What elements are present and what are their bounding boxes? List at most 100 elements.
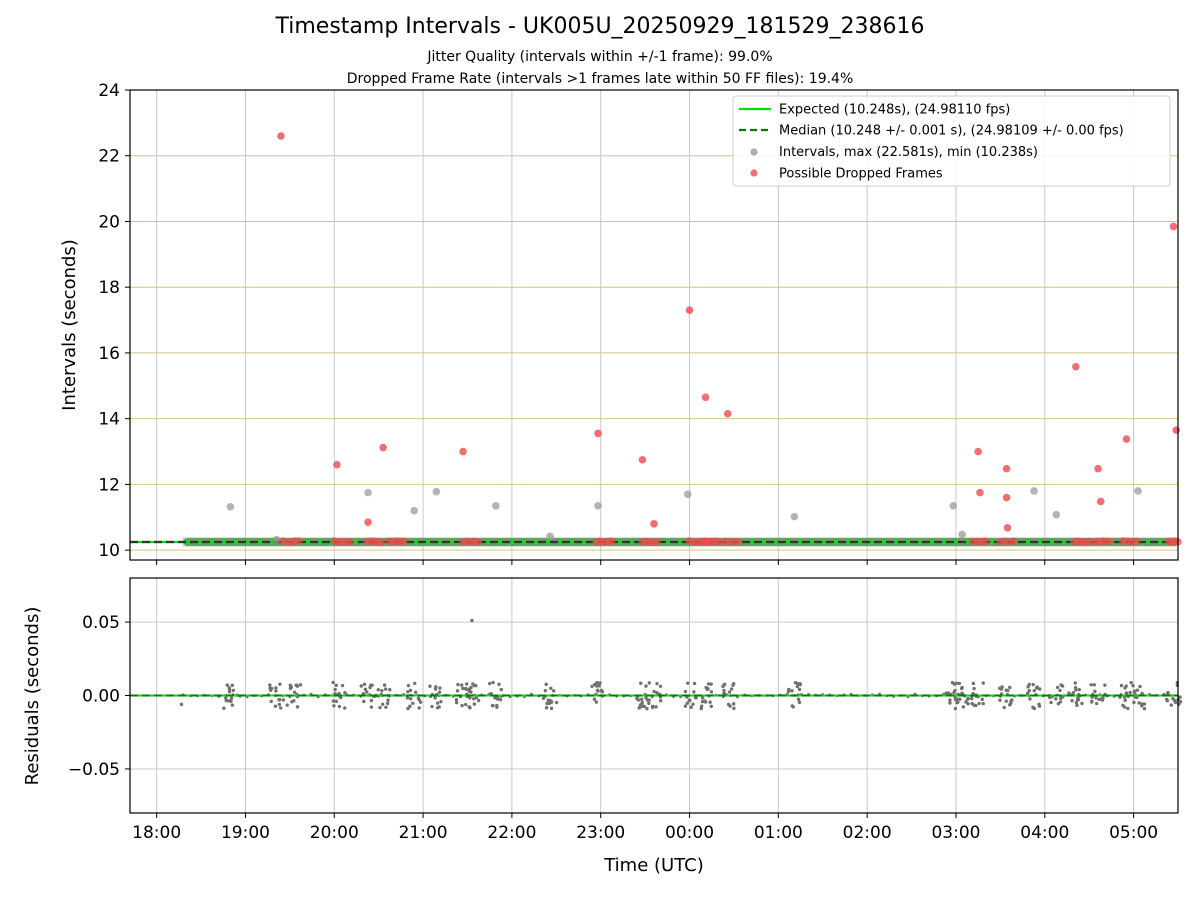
residual-point: [417, 706, 421, 710]
residual-point: [369, 705, 374, 709]
residual-point: [722, 691, 726, 695]
residual-point: [1027, 682, 1031, 687]
residual-point: [337, 704, 342, 709]
residual-point: [1004, 699, 1008, 703]
residual-point: [592, 697, 597, 701]
residual-point: [1002, 705, 1006, 710]
x-tick-label: 05:00: [1109, 823, 1158, 843]
x-tick-label: 23:00: [576, 823, 625, 843]
residual-point: [229, 696, 234, 700]
residual-point: [692, 690, 696, 694]
legend-box: [732, 95, 1171, 187]
residual-point: [456, 682, 460, 687]
residual-point: [787, 687, 791, 692]
dropped-frame-point: [974, 447, 982, 456]
top-ytick-label: 22: [98, 147, 120, 167]
residual-point: [650, 704, 655, 709]
residual-point: [495, 705, 499, 709]
residual-point: [359, 684, 363, 688]
residual-point: [1178, 695, 1182, 699]
residual-point: [331, 699, 336, 703]
top-plot-frame: [129, 89, 1179, 561]
x-tick-label: 22:00: [487, 823, 536, 843]
residual-point: [689, 705, 693, 709]
residual-point: [1027, 689, 1031, 693]
residual-point: [1128, 690, 1132, 695]
residual-point: [1126, 706, 1130, 711]
residual-point: [703, 700, 708, 704]
residual-point: [273, 704, 278, 708]
interval-point: [226, 502, 235, 511]
residual-point: [1025, 691, 1030, 695]
residual-point: [474, 696, 479, 700]
residual-point: [981, 701, 985, 706]
residual-point: [1049, 700, 1053, 705]
residual-point: [598, 681, 602, 685]
residual-point: [1135, 695, 1139, 700]
residual-point: [655, 681, 659, 686]
residual-point: [469, 685, 473, 690]
residual-point: [980, 697, 984, 702]
interval-point: [410, 506, 419, 515]
residual-point: [1142, 702, 1147, 706]
chart-title: Timestamp Intervals - UK005U_20250929_18…: [275, 14, 925, 39]
residual-point: [639, 681, 643, 685]
residual-point: [1008, 685, 1012, 690]
residual-point: [1131, 684, 1135, 688]
x-tick-label: 01:00: [754, 823, 803, 843]
residual-point: [499, 687, 503, 692]
bottom-ytick-label: 0.00: [82, 687, 120, 707]
residual-point: [597, 684, 601, 688]
residual-point: [298, 683, 303, 687]
residual-point: [1140, 704, 1144, 708]
residual-point: [652, 689, 656, 694]
residual-point: [433, 696, 437, 700]
residual-point: [955, 700, 959, 705]
residual-point: [1034, 686, 1039, 690]
residual-point: [795, 684, 800, 689]
residual-point: [278, 697, 282, 702]
residual-point: [1173, 698, 1177, 703]
residual-point: [428, 684, 432, 688]
residual-point: [1137, 701, 1141, 705]
dropped-frame-point: [459, 447, 467, 456]
residual-point: [406, 706, 410, 711]
residual-point: [343, 690, 347, 695]
residual-point: [460, 703, 464, 708]
residual-point: [230, 703, 235, 707]
residual-point: [1103, 683, 1107, 687]
dropped-frame-point: [638, 455, 647, 464]
residual-point: [1071, 691, 1076, 695]
residual-point: [732, 702, 736, 706]
residual-point: [334, 683, 338, 688]
residual-point: [1094, 696, 1098, 700]
residual-point: [1073, 685, 1078, 690]
dropped-frame-point: [1096, 497, 1105, 506]
residual-point: [435, 701, 440, 705]
residual-point: [1058, 688, 1062, 693]
residual-point: [274, 689, 278, 693]
residual-point: [438, 686, 442, 690]
residual-point: [225, 683, 230, 687]
dropped-frame-point: [1094, 464, 1102, 473]
residual-point: [337, 691, 341, 696]
interval-point: [364, 488, 372, 497]
residual-point: [1142, 706, 1147, 711]
residual-point: [658, 698, 663, 703]
residual-point: [639, 697, 644, 702]
residual-point: [285, 703, 289, 707]
residual-point: [1056, 702, 1061, 706]
residual-point: [972, 686, 976, 691]
dropped-frame-point: [379, 443, 387, 452]
residual-point: [1073, 681, 1077, 685]
residual-point: [491, 680, 495, 685]
dropped-frame-point: [1105, 537, 1114, 546]
residual-point: [790, 689, 794, 693]
dropped-frame-point: [1169, 222, 1178, 231]
residual-point: [1076, 697, 1081, 702]
legend: Expected (10.248s), (24.98110 fps) Media…: [732, 95, 1171, 187]
residual-point: [1092, 683, 1097, 687]
legend-intervals-swatch: [750, 148, 758, 156]
top-ytick-label: 14: [98, 410, 120, 430]
top-ytick-label: 24: [98, 81, 120, 101]
